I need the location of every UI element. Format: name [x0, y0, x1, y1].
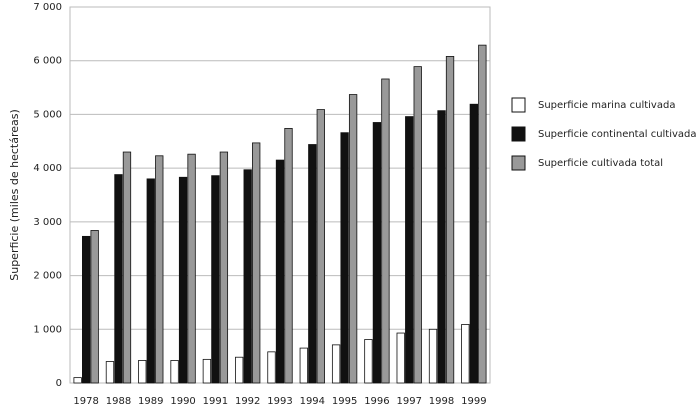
y-tick-label: 7 000 — [33, 2, 62, 13]
bar — [364, 339, 373, 384]
x-tick-label: 1991 — [203, 396, 228, 407]
bar — [146, 178, 155, 384]
bar — [122, 151, 132, 384]
bar — [82, 235, 91, 384]
legend-label: Superficie marina cultivada — [538, 100, 675, 111]
x-tick-label: 1997 — [397, 396, 422, 407]
bar — [396, 332, 405, 384]
bar — [405, 116, 414, 384]
bar — [478, 44, 487, 384]
bar — [461, 324, 470, 384]
bar — [138, 360, 147, 384]
bar — [90, 230, 99, 384]
bar — [372, 122, 382, 384]
bar — [211, 175, 220, 384]
y-tick-label: 3 000 — [33, 217, 62, 228]
x-tick-label: 1988 — [106, 396, 131, 407]
bar — [155, 155, 164, 384]
legend-label: Superficie cultivada total — [538, 158, 663, 169]
y-tick-label: 5 000 — [33, 109, 62, 120]
bar — [331, 344, 341, 384]
y-tick-label: 1 000 — [33, 324, 62, 335]
y-tick-label: 0 — [56, 378, 62, 389]
bar — [348, 94, 358, 384]
legend-swatch — [511, 97, 526, 113]
bar — [235, 356, 244, 384]
bar — [202, 358, 212, 384]
bar — [445, 56, 455, 384]
x-tick-label: 1999 — [461, 396, 486, 407]
x-tick-label: 1998 — [429, 396, 454, 407]
bar — [340, 132, 349, 384]
x-tick-label: 1995 — [332, 396, 357, 407]
bar — [243, 169, 252, 384]
x-tick-label: 1996 — [364, 396, 389, 407]
x-tick-label: 1989 — [138, 396, 163, 407]
bar — [381, 78, 390, 384]
x-tick-label: 1994 — [300, 396, 325, 407]
bar — [187, 153, 196, 384]
bar — [252, 142, 261, 384]
y-tick-label: 6 000 — [33, 56, 62, 67]
x-tick-label: 1978 — [73, 396, 98, 407]
bar — [308, 144, 317, 384]
bar — [469, 103, 478, 384]
x-tick-label: 1993 — [267, 396, 292, 407]
y-axis-label: Superficie (miles de hectáreas) — [8, 109, 21, 281]
bar — [219, 151, 229, 384]
x-tick-label: 1990 — [170, 396, 195, 407]
bar — [413, 66, 422, 384]
bar — [299, 347, 308, 384]
y-tick-label: 4 000 — [33, 163, 62, 174]
bar — [105, 361, 115, 384]
bar — [114, 174, 123, 384]
bar — [73, 377, 82, 384]
bar — [170, 360, 179, 384]
bar — [267, 351, 276, 384]
bar — [275, 159, 285, 384]
bar — [428, 328, 438, 384]
legend-swatch — [511, 126, 526, 142]
legend-label: Superficie continental cultivada — [538, 129, 697, 140]
legend-swatch — [511, 155, 526, 171]
bar — [437, 110, 446, 384]
x-tick-label: 1992 — [235, 396, 260, 407]
y-tick-label: 2 000 — [33, 271, 62, 282]
bar — [316, 109, 325, 384]
bar — [178, 176, 188, 384]
bar — [284, 127, 293, 384]
